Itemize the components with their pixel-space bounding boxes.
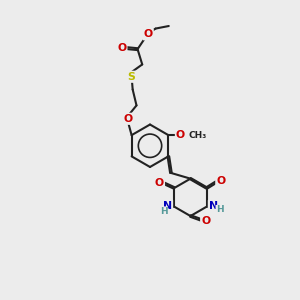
Text: O: O xyxy=(117,43,126,53)
Text: O: O xyxy=(176,130,185,140)
Text: N: N xyxy=(209,201,218,211)
Text: O: O xyxy=(155,178,164,188)
Text: O: O xyxy=(144,29,153,39)
Text: N: N xyxy=(163,201,172,211)
Text: H: H xyxy=(216,206,224,214)
Text: O: O xyxy=(124,114,133,124)
Text: CH₃: CH₃ xyxy=(189,130,207,140)
Text: O: O xyxy=(201,216,210,226)
Text: H: H xyxy=(160,207,167,216)
Text: S: S xyxy=(128,72,136,82)
Text: O: O xyxy=(216,176,225,186)
